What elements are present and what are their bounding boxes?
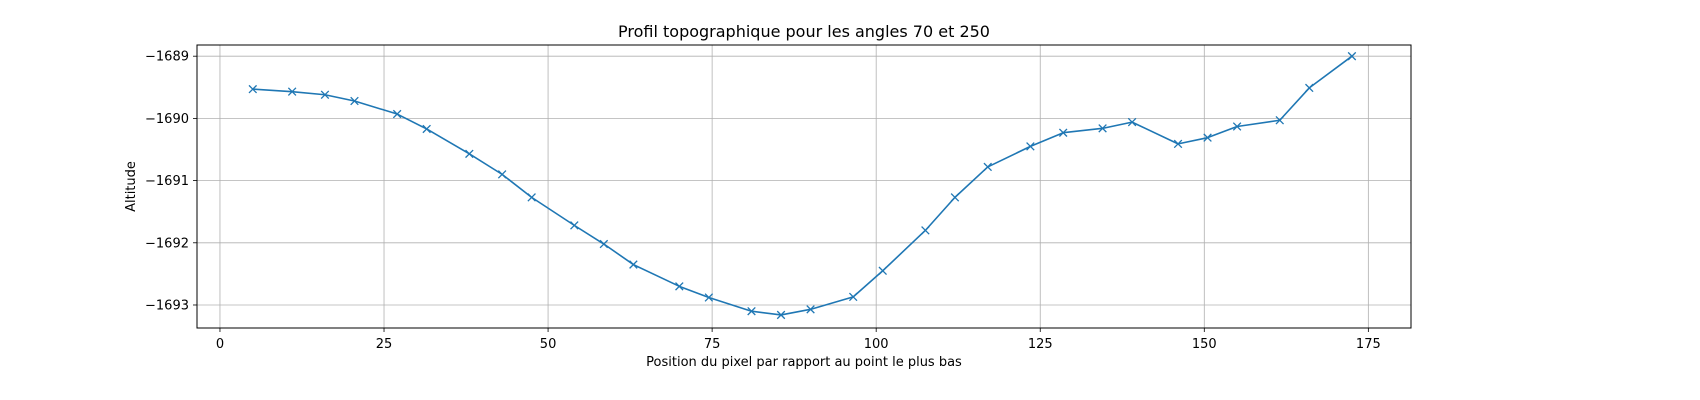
- x-tick-label: 75: [704, 337, 721, 352]
- marker-stroke: [704, 293, 714, 302]
- marker-stroke: [497, 170, 507, 179]
- data-point-marker: [1203, 133, 1212, 142]
- data-point-marker: [983, 162, 993, 172]
- data-point-marker: [704, 293, 714, 302]
- data-point-marker: [422, 124, 431, 134]
- y-tick-label: −1689: [145, 50, 189, 65]
- marker-stroke: [465, 149, 474, 159]
- marker-stroke: [527, 193, 536, 202]
- y-tick-label: −1691: [145, 174, 189, 189]
- data-point-marker: [1305, 83, 1314, 93]
- marker-stroke: [848, 292, 858, 302]
- marker-stroke: [570, 221, 579, 230]
- plot-frame: [196, 44, 1412, 329]
- marker-stroke: [422, 124, 431, 134]
- marker-stroke: [776, 310, 786, 320]
- y-axis-label: Altitude: [124, 161, 139, 212]
- marker-stroke: [1058, 128, 1068, 137]
- marker-stroke: [878, 266, 888, 276]
- marker-stroke: [1347, 51, 1357, 61]
- data-point-marker: [1275, 115, 1285, 125]
- data-point-marker: [1058, 128, 1068, 137]
- data-point-marker: [248, 84, 258, 94]
- x-tick-label: 100: [864, 337, 889, 352]
- data-point-marker: [675, 282, 684, 291]
- marker-stroke: [675, 282, 684, 291]
- data-point-marker: [465, 149, 474, 159]
- grid: [197, 45, 1411, 328]
- y-tick-label: −1692: [145, 236, 189, 251]
- data-point-marker: [629, 260, 638, 269]
- data-point-marker: [497, 170, 507, 179]
- data-point-marker: [848, 292, 858, 302]
- data-point-marker: [1127, 117, 1137, 127]
- data-point-marker: [921, 226, 930, 235]
- x-tick-label: 125: [1028, 337, 1053, 352]
- data-point-marker: [878, 266, 888, 276]
- data-point-marker: [1173, 139, 1183, 149]
- y-tick-label: −1690: [145, 112, 189, 127]
- marker-stroke: [320, 90, 330, 100]
- marker-stroke: [983, 162, 993, 172]
- series-line: [252, 55, 1353, 316]
- marker-stroke: [1203, 133, 1212, 142]
- marker-stroke: [806, 305, 815, 314]
- marker-stroke: [950, 193, 960, 202]
- x-tick-label: 0: [216, 337, 224, 352]
- data-point-marker: [287, 87, 297, 96]
- marker-stroke: [392, 109, 402, 119]
- marker-stroke: [747, 306, 756, 316]
- marker-stroke: [599, 239, 609, 249]
- marker-stroke: [1026, 142, 1035, 151]
- x-tick-label: 175: [1356, 337, 1381, 352]
- x-tick-label: 150: [1192, 337, 1217, 352]
- data-point-marker: [1098, 124, 1107, 133]
- data-point-marker: [1026, 142, 1035, 151]
- data-point-marker: [950, 193, 960, 202]
- data-point-marker: [392, 109, 402, 119]
- marker-stroke: [1305, 83, 1314, 93]
- plot-area: [248, 51, 1357, 320]
- axes-ticks: 0 25 50 75 100 125 150 175 −1693 −1692 −1691 −1690 −…: [145, 50, 1381, 352]
- data-point-marker: [747, 306, 756, 316]
- data-point-marker: [350, 96, 359, 106]
- data-point-marker: [776, 310, 786, 320]
- y-tick-label: −1693: [145, 298, 189, 313]
- x-tick-label: 50: [540, 337, 557, 352]
- data-point-marker: [527, 193, 536, 202]
- marker-stroke: [1232, 122, 1242, 131]
- chart-title: Profil topographique pour les angles 70 …: [618, 22, 990, 41]
- data-point-marker: [570, 221, 579, 230]
- marker-stroke: [350, 96, 359, 106]
- marker-stroke: [1173, 139, 1183, 149]
- marker-stroke: [921, 226, 930, 235]
- marker-stroke: [629, 260, 638, 269]
- data-point-marker: [806, 305, 815, 314]
- data-point-marker: [599, 239, 609, 249]
- marker-stroke: [1127, 117, 1137, 127]
- x-axis-label: Position du pixel par rapport au point l…: [646, 355, 962, 370]
- marker-stroke: [1275, 115, 1285, 125]
- data-point-marker: [1347, 51, 1357, 61]
- marker-stroke: [1098, 124, 1107, 133]
- data-point-marker: [1232, 122, 1242, 131]
- marker-stroke: [287, 87, 297, 96]
- x-tick-label: 25: [376, 337, 393, 352]
- marker-stroke: [248, 84, 258, 94]
- data-point-marker: [320, 90, 330, 100]
